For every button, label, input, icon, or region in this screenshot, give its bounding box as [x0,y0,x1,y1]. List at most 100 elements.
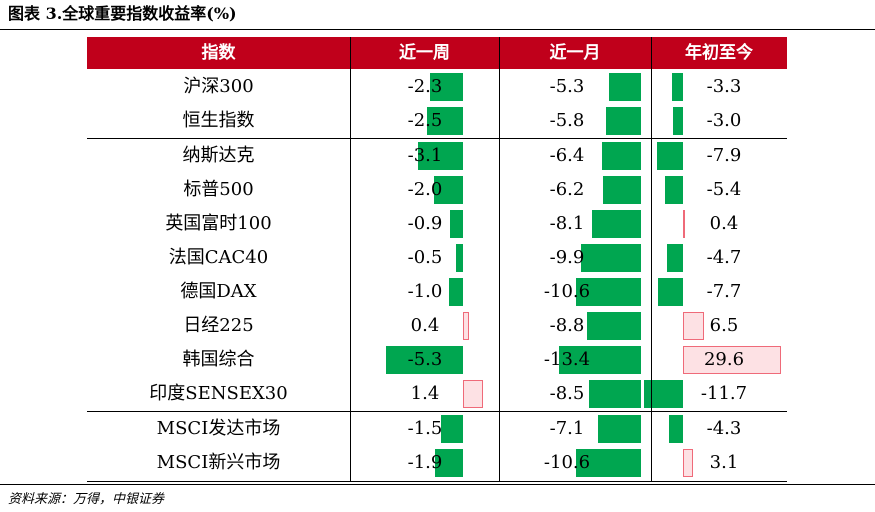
week-value: -0.9 [407,213,443,234]
table-row: 日经225 0.4 -8.8 6.5 [87,309,787,343]
table-bottom-rule [87,481,787,482]
month-value: -5.8 [549,110,585,131]
ytd-data-bar [657,278,683,306]
month-value: -5.3 [549,76,585,97]
week-value: -2.0 [407,179,443,200]
week-value: -0.5 [407,247,443,268]
month-value: -9.9 [549,247,585,268]
ytd-data-bar [667,244,683,272]
index-name: 沪深300 [183,76,254,97]
index-name: 恒生指数 [182,110,255,131]
ytd-data-bar [683,346,781,374]
column-divider [350,37,351,482]
month-data-bar [559,346,641,374]
month-data-bar [605,107,641,135]
group-separator [87,411,787,412]
ytd-value: -3.3 [706,76,742,97]
week-data-bar [418,142,463,170]
table-row: 韩国综合 -5.3 -13.4 29.6 [87,343,787,377]
header-index: 指数 [201,43,236,63]
index-name: MSCI新兴市场 [156,452,281,473]
ytd-data-bar [683,312,705,340]
month-data-bar [587,312,641,340]
week-data-bar [435,449,463,477]
header-ytd: 年初至今 [685,43,753,63]
index-name: MSCI发达市场 [156,418,281,439]
ytd-value: -7.7 [706,281,742,302]
column-divider [499,37,500,482]
week-data-bar [434,176,463,204]
ytd-data-bar [644,380,683,408]
week-value: -1.5 [407,418,443,439]
ytd-value: 29.6 [703,349,745,370]
index-name: 法国CAC40 [168,247,269,268]
ytd-data-bar [672,73,683,101]
month-data-bar [580,244,641,272]
table-row: 恒生指数 -2.5 -5.8 -3.0 [87,104,787,138]
table-row: 沪深300 -2.3 -5.3 -3.3 [87,70,787,104]
index-name: 印度SENSEX30 [149,383,288,404]
month-data-bar [591,210,641,238]
week-value: -3.1 [407,145,443,166]
ytd-data-bar [668,415,683,443]
ytd-data-bar [683,449,694,477]
table-row: MSCI新兴市场 -1.9 -10.6 3.1 [87,446,787,480]
index-name: 英国富时100 [165,213,272,234]
month-value: -13.4 [543,349,591,370]
table-row: 法国CAC40 -0.5 -9.9 -4.7 [87,241,787,275]
ytd-value: 0.4 [709,213,739,234]
week-data-bar [429,73,463,101]
index-name: 标普500 [183,179,254,200]
ytd-data-bar [683,210,685,238]
table-row: MSCI发达市场 -1.5 -7.1 -4.3 [87,412,787,446]
ytd-value: -11.7 [700,383,748,404]
ytd-value: -4.3 [706,418,742,439]
week-value: -2.3 [407,76,443,97]
source-rule [0,484,875,485]
week-data-bar [386,346,463,374]
table-header: 指数 近一周 近一月 年初至今 [87,37,787,69]
table-row: 英国富时100 -0.9 -8.1 0.4 [87,207,787,241]
ytd-value: -3.0 [706,110,742,131]
index-name: 日经225 [183,315,254,336]
month-value: -8.8 [549,315,585,336]
ytd-data-bar [656,142,683,170]
month-value: -10.6 [543,452,591,473]
week-data-bar [441,415,463,443]
month-value: -8.5 [549,383,585,404]
month-data-bar [601,142,641,170]
month-data-bar [576,449,641,477]
week-data-bar [463,312,469,340]
month-value: -6.2 [549,179,585,200]
header-week: 近一周 [399,43,450,63]
ytd-value: -4.7 [706,247,742,268]
table-row: 标普500 -2.0 -6.2 -5.4 [87,173,787,207]
ytd-value: 6.5 [709,315,739,336]
month-data-bar [608,73,641,101]
month-data-bar [603,176,641,204]
column-divider [651,37,652,482]
ytd-value: 3.1 [709,452,739,473]
week-value: -2.5 [407,110,443,131]
ytd-value: -5.4 [706,179,742,200]
week-data-bar [455,244,463,272]
index-name: 韩国综合 [182,349,255,370]
month-data-bar [589,380,641,408]
figure-title: 图表 3.全球重要指数收益率(%) [8,4,237,23]
week-value: 0.4 [410,315,440,336]
table-row: 纳斯达克 -3.1 -6.4 -7.9 [87,139,787,173]
ytd-data-bar [673,107,683,135]
week-value: -1.9 [407,452,443,473]
title-rule [0,29,875,30]
month-value: -10.6 [543,281,591,302]
ytd-value: -7.9 [706,145,742,166]
group-separator [87,138,787,139]
week-value: -5.3 [407,349,443,370]
index-name: 纳斯达克 [182,145,255,166]
week-data-bar [449,210,463,238]
table-row: 德国DAX -1.0 -10.6 -7.7 [87,275,787,309]
week-data-bar [463,380,484,408]
week-data-bar [426,107,463,135]
month-value: -8.1 [549,213,585,234]
week-value: -1.0 [407,281,443,302]
